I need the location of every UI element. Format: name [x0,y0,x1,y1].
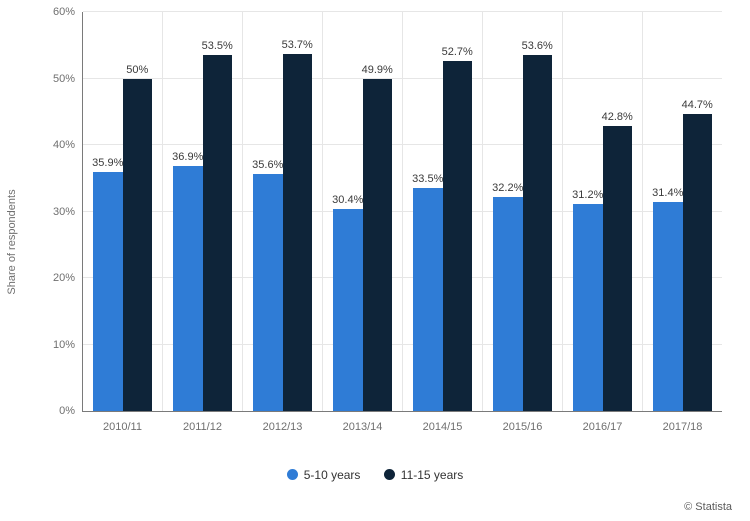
y-tick-label: 20% [53,272,83,284]
bar-groups: 35.9% 50% 2010/11 36.9% 53.5% [83,12,722,411]
bar-11-15: 49.9% [363,79,392,411]
bar-value-label: 49.9% [362,64,393,79]
bar-5-10: 31.4% [653,202,682,411]
x-tick-label: 2010/11 [103,411,142,433]
legend-label: 5-10 years [304,468,361,482]
plot-area: 10% 20% 30% 40% 50% 60% 0% 35.9% [82,12,722,412]
y-tick-label: 50% [53,73,83,85]
bar-5-10: 31.2% [573,204,602,411]
bar-group: 31.4% 44.7% 2017/18 [643,12,722,411]
bar-value-label: 31.2% [572,189,603,204]
bar-value-label: 33.5% [412,173,443,188]
bar-group: 36.9% 53.5% 2011/12 [163,12,243,411]
bar-group: 33.5% 52.7% 2014/15 [403,12,483,411]
chart-container: Share of respondents 10% 20% 30% 40% 50%… [22,12,732,472]
y-tick-label: 30% [53,206,83,218]
bar-value-label: 53.5% [202,40,233,55]
bar-5-10: 35.6% [253,174,282,411]
x-tick-label: 2016/17 [583,411,623,433]
attribution: © Statista [684,501,732,513]
bar-group: 31.2% 42.8% 2016/17 [563,12,643,411]
y-tick-label: 10% [53,339,83,351]
bar-11-15: 50% [123,79,152,411]
legend-item: 11-15 years [384,468,463,482]
bar-value-label: 53.6% [522,40,553,55]
x-tick-label: 2012/13 [263,411,303,433]
bar-value-label: 35.9% [92,157,123,172]
x-tick-label: 2015/16 [503,411,543,433]
bar-group: 30.4% 49.9% 2013/14 [323,12,403,411]
bar-value-label: 35.6% [252,159,283,174]
y-tick-label: 60% [53,6,83,18]
x-tick-label: 2011/12 [183,411,222,433]
bar-11-15: 44.7% [683,114,712,411]
bar-value-label: 31.4% [652,187,683,202]
y-axis-title: Share of respondents [6,189,18,294]
bar-5-10: 32.2% [493,197,522,411]
bar-group: 32.2% 53.6% 2015/16 [483,12,563,411]
bar-group: 35.6% 53.7% 2012/13 [243,12,323,411]
bar-value-label: 36.9% [172,151,203,166]
bar-11-15: 53.7% [283,54,312,411]
bar-11-15: 53.5% [203,55,232,411]
bar-group: 35.9% 50% 2010/11 [83,12,163,411]
bar-value-label: 53.7% [282,39,313,54]
bar-value-label: 42.8% [602,111,633,126]
bar-value-label: 44.7% [682,99,713,114]
x-tick-label: 2013/14 [343,411,383,433]
bar-5-10: 36.9% [173,166,202,411]
bar-value-label: 32.2% [492,182,523,197]
bar-5-10: 33.5% [413,188,442,411]
bar-value-label: 50% [126,64,148,79]
bar-value-label: 30.4% [332,194,363,209]
legend-item: 5-10 years [287,468,361,482]
bar-11-15: 53.6% [523,55,552,411]
legend-label: 11-15 years [401,468,463,482]
bar-11-15: 52.7% [443,61,472,411]
y-tick-label: 0% [59,405,83,417]
bar-value-label: 52.7% [442,46,473,61]
legend: 5-10 years 11-15 years [0,468,750,484]
legend-swatch [384,469,395,480]
bar-11-15: 42.8% [603,126,632,411]
x-tick-label: 2017/18 [663,411,703,433]
bar-5-10: 35.9% [93,172,122,411]
x-tick-label: 2014/15 [423,411,463,433]
legend-swatch [287,469,298,480]
y-tick-label: 40% [53,139,83,151]
bar-5-10: 30.4% [333,209,362,411]
